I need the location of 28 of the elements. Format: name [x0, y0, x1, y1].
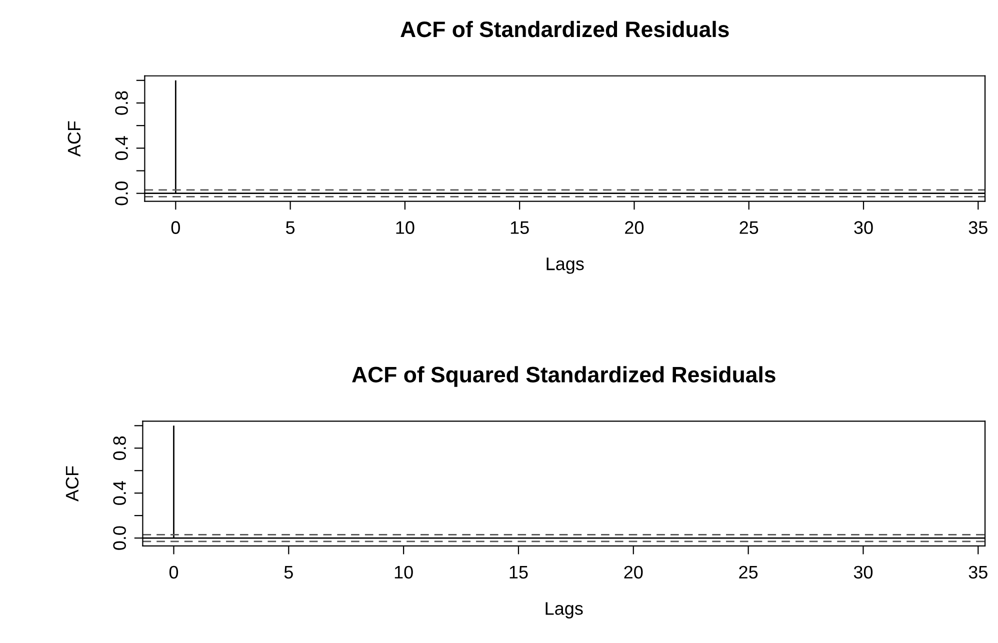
- x-tick-label: 25: [740, 221, 758, 234]
- y-axis-title: ACF: [66, 466, 79, 502]
- x-tick-label: 15: [510, 566, 528, 579]
- x-tick-label: 5: [284, 566, 293, 579]
- x-tick-label: 5: [286, 221, 295, 234]
- x-tick-label: 10: [396, 221, 414, 234]
- x-tick-label: 35: [968, 566, 988, 579]
- x-tick-label: 30: [854, 221, 873, 234]
- y-tick-label: 0.0: [115, 182, 128, 206]
- y-axis-title: ACF: [68, 121, 81, 157]
- x-tick-label: 0: [171, 221, 180, 234]
- chart-title: ACF of Standardized Residuals: [400, 20, 729, 38]
- y-tick-label: 0.4: [115, 136, 128, 160]
- y-tick-label: 0.8: [113, 436, 126, 460]
- x-tick-label: 0: [169, 566, 178, 579]
- x-tick-label: 15: [510, 221, 529, 234]
- x-tick-label: 30: [854, 566, 873, 579]
- chart-title: ACF of Squared Standardized Residuals: [352, 366, 776, 387]
- x-tick-label: 35: [968, 221, 988, 234]
- x-axis-title: Lags: [546, 258, 584, 274]
- y-tick-label: 0.0: [113, 526, 126, 550]
- y-tick-label: 0.8: [115, 91, 128, 115]
- x-tick-label: 20: [624, 566, 643, 579]
- x-tick-label: 25: [739, 566, 758, 579]
- x-tick-label: 10: [394, 566, 413, 579]
- y-tick-label: 0.4: [113, 481, 126, 505]
- x-tick-label: 20: [625, 221, 644, 234]
- x-axis-title: Lags: [546, 602, 583, 618]
